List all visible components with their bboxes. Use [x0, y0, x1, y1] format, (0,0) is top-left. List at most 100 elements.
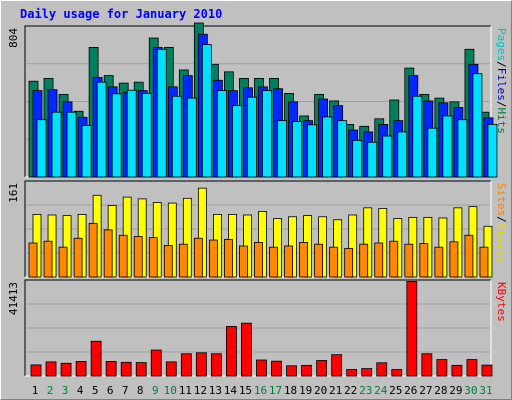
- bar-pages: [36, 119, 47, 178]
- plot-frame-dark: [24, 279, 491, 376]
- legend: Pages/Files/Hits: [495, 28, 508, 134]
- series-sites: [28, 222, 489, 278]
- panel-1: 804 Pages/Files/Hits: [7, 22, 508, 178]
- x-tick-label: 5: [92, 384, 99, 397]
- bar-kbytes: [286, 365, 297, 377]
- legend: KBytes: [495, 282, 508, 322]
- x-tick-label: 31: [479, 384, 492, 397]
- bar-kbytes: [135, 362, 147, 377]
- bar-pages: [292, 121, 302, 178]
- bar-kbytes: [376, 362, 388, 377]
- bar-kbytes: [45, 361, 57, 377]
- bar-pages: [186, 97, 197, 178]
- bar-pages: [216, 90, 227, 178]
- bar-pages: [81, 124, 92, 178]
- bar-pages: [322, 116, 333, 178]
- bar-sites: [193, 237, 203, 278]
- bar-sites: [389, 240, 399, 278]
- bar-sites: [58, 246, 68, 278]
- bar-sites: [224, 239, 233, 278]
- bar-sites: [359, 243, 369, 278]
- bar-pages: [96, 81, 107, 178]
- legend-entry: Sites: [495, 183, 508, 216]
- series-pages: [36, 44, 498, 178]
- bar-pages: [232, 105, 242, 178]
- bar-pages: [337, 120, 348, 178]
- bar-kbytes: [60, 362, 72, 377]
- bar-sites: [208, 239, 218, 278]
- bar-sites: [43, 240, 53, 278]
- panel-3: 41413 KBytes: [7, 279, 508, 377]
- x-tick-label: 22: [344, 384, 357, 397]
- x-tick-label: 14: [224, 384, 238, 397]
- x-tick-label: 21: [329, 384, 342, 397]
- bar-sites: [299, 242, 308, 278]
- bar-pages: [427, 127, 438, 178]
- legend-separator: /: [495, 101, 508, 108]
- bar-kbytes: [90, 340, 102, 377]
- plot-frame-dark: [24, 180, 491, 277]
- y-tick-label: 161: [7, 183, 20, 203]
- bar-sites: [88, 222, 98, 278]
- bar-sites: [374, 242, 384, 278]
- legend-separator: /: [495, 216, 508, 223]
- bar-pages: [352, 139, 363, 178]
- bar-sites: [464, 234, 474, 278]
- bar-pages: [412, 95, 423, 178]
- bar-kbytes: [105, 360, 117, 377]
- bar-sites: [449, 241, 459, 278]
- bar-sites: [404, 243, 414, 278]
- bar-sites: [133, 236, 143, 278]
- bar-pages: [397, 131, 408, 178]
- bar-kbytes: [361, 368, 373, 377]
- x-tick-label: 20: [314, 384, 327, 397]
- series-kbytes: [30, 281, 493, 377]
- bar-kbytes: [120, 361, 132, 377]
- x-tick-label: 12: [194, 384, 207, 397]
- bar-sites: [314, 243, 324, 278]
- x-tick-label: 18: [284, 384, 297, 397]
- x-tick-label: 8: [137, 384, 144, 397]
- legend-entry: Hits: [495, 108, 508, 135]
- bar-sites: [434, 246, 444, 278]
- x-tick-label: 26: [404, 384, 417, 397]
- bar-pages: [277, 120, 287, 178]
- x-tick-label: 23: [359, 384, 372, 397]
- bar-kbytes: [180, 353, 192, 377]
- bar-kbytes: [346, 369, 358, 377]
- bar-kbytes: [421, 353, 433, 377]
- legend-entry: KBytes: [495, 282, 508, 322]
- bar-pages: [51, 111, 62, 178]
- bar-pages: [442, 115, 453, 178]
- bar-kbytes: [165, 361, 177, 377]
- bar-pages: [457, 119, 468, 178]
- bar-kbytes: [391, 369, 403, 377]
- y-tick-label: 804: [7, 28, 20, 48]
- bar-pages: [171, 95, 182, 178]
- bar-sites: [163, 244, 173, 278]
- bar-pages: [66, 111, 77, 178]
- x-tick-label: 4: [77, 384, 84, 397]
- x-tick-label: 13: [209, 384, 222, 397]
- legend-entry: Files: [495, 68, 508, 101]
- bar-kbytes: [331, 354, 343, 377]
- bar-pages: [247, 96, 257, 178]
- x-tick-label: 11: [179, 384, 192, 397]
- bar-pages: [367, 141, 378, 178]
- bar-kbytes: [75, 360, 87, 377]
- bar-sites: [103, 229, 113, 278]
- bar-sites: [28, 242, 38, 278]
- bar-pages: [111, 93, 122, 178]
- legend-entry: Visits: [495, 223, 508, 263]
- bar-kbytes: [30, 364, 42, 377]
- x-tick-label: 3: [62, 384, 69, 397]
- y-tick-label: 41413: [7, 282, 20, 315]
- panel-2: 161 Sites/Visits: [7, 180, 508, 278]
- bar-kbytes: [256, 359, 267, 377]
- x-tick-label: 9: [152, 384, 159, 397]
- bar-pages: [487, 124, 498, 178]
- x-tick-label: 30: [464, 384, 477, 397]
- x-tick-label: 2: [47, 384, 54, 397]
- bar-sites: [118, 234, 128, 278]
- x-tick-label: 25: [389, 384, 402, 397]
